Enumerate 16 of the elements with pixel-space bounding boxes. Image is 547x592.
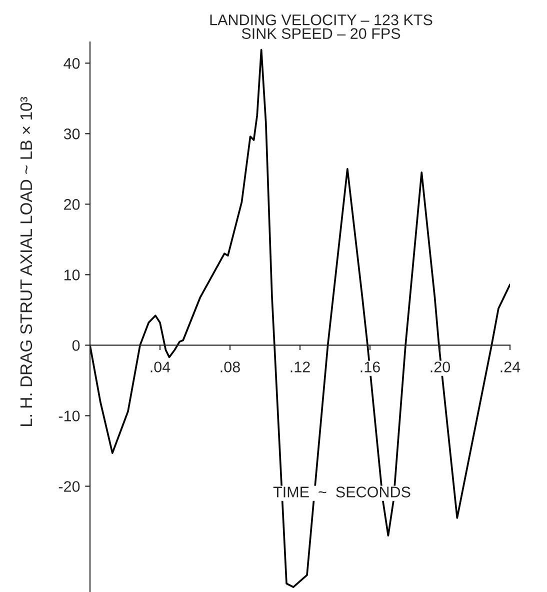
x-tick-label: .20 (430, 362, 450, 372)
x-tick-label: .08 (220, 362, 240, 372)
y-tick-label: 40 (64, 58, 80, 69)
y-tick-label: 20 (64, 199, 80, 210)
y-tick-label: 30 (64, 128, 80, 140)
x-tick-label: .16 (360, 362, 380, 372)
x-tick-label: .04 (150, 362, 170, 372)
y-tick-label: 10 (64, 270, 80, 280)
x-axis-title: TIME ~ SECONDS (273, 486, 410, 498)
x-tick-label: .12 (290, 362, 310, 372)
chart-title: LANDING VELOCITY – 123 KTS SINK SPEED – 20 FPS (210, 14, 432, 39)
y-axis-title: L. H. DRAG STRUT AXIAL LOAD ~ LB × 10³ (20, 96, 32, 426)
y-tick-label: -20 (58, 481, 80, 492)
y-tick-label: -10 (58, 410, 80, 422)
y-tick-label: 0 (72, 340, 80, 351)
x-tick-label: .24 (500, 362, 520, 372)
